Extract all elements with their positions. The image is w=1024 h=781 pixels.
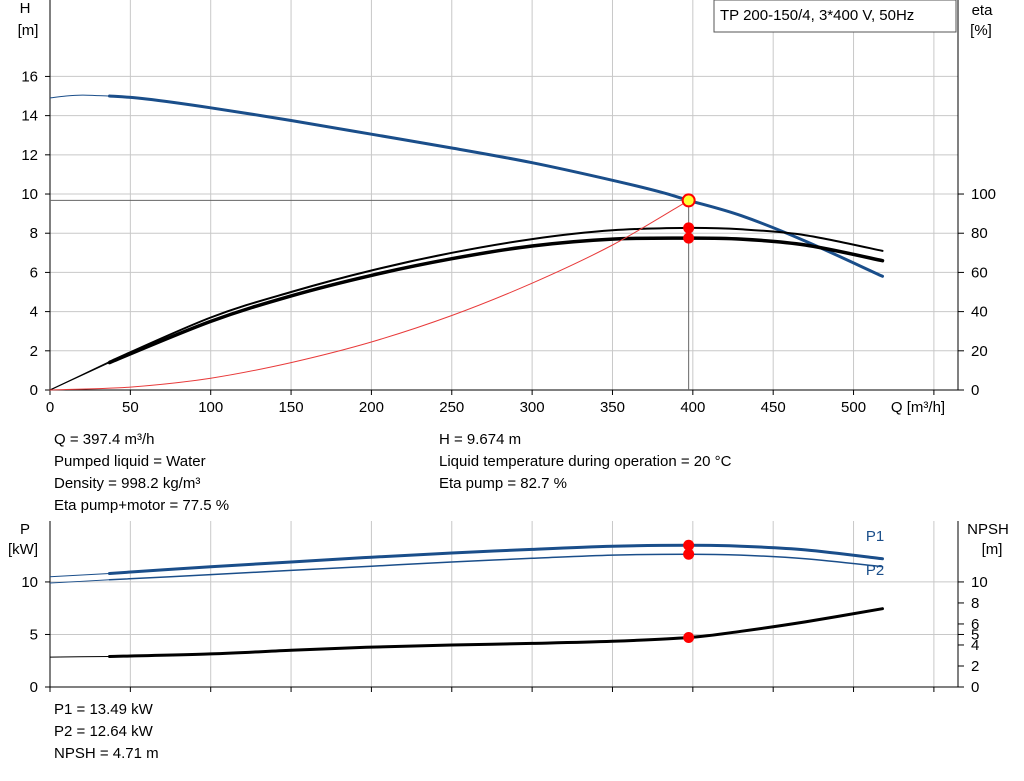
y2-tick-label: 10 xyxy=(971,574,988,591)
curve-h xyxy=(108,94,884,278)
y2-axis-unit-eta: [%] xyxy=(970,22,992,39)
top-axes: 0 2 4 6 8 10 12 14 16 0 20 40 60 80 100 0 50 100 150 200 250… xyxy=(21,0,996,416)
legend-box-text: TP 200-150/4, 3*400 V, 50Hz xyxy=(720,7,914,24)
curve-lead-in-p1 xyxy=(49,573,110,578)
duty-point-eta-pump xyxy=(683,222,695,234)
x-tick-label: 0 xyxy=(46,399,54,416)
y2-tick-label: 6 xyxy=(971,616,979,633)
x-tick-label: 300 xyxy=(520,399,545,416)
y2-tick-label: 5 xyxy=(971,626,979,643)
info-top-right: H = 9.674 m Liquid temperature during op… xyxy=(439,429,731,495)
curve-lead-in-p2 xyxy=(49,579,110,584)
x-tick-label: 350 xyxy=(600,399,625,416)
y-tick-label: 10 xyxy=(21,186,38,203)
y-axis-name-p: P xyxy=(20,521,30,538)
y2-tick-label: 40 xyxy=(971,304,988,321)
info-pumped-liquid: Pumped liquid = Water xyxy=(54,453,206,470)
y-tick-label: 8 xyxy=(30,225,38,242)
y2-axis-name-eta: eta xyxy=(972,2,994,19)
info-p1: P1 = 13.49 kW xyxy=(54,701,153,718)
legend-box xyxy=(713,0,957,33)
y-axis-unit-p: [kW] xyxy=(8,541,38,558)
info-eta-pump: Eta pump = 82.7 % xyxy=(439,475,567,492)
y-axis-name-h: H xyxy=(20,0,31,17)
bottom-series xyxy=(49,543,884,658)
duty-point-p1 xyxy=(683,539,695,551)
x-tick-label: 50 xyxy=(122,399,139,416)
y2-tick-label: 0 xyxy=(971,679,979,696)
x-tick-label: 100 xyxy=(198,399,223,416)
x-tick-label: 200 xyxy=(359,399,384,416)
info-density: Density = 998.2 kg/m³ xyxy=(54,475,201,492)
info-top-left: Q = 397.4 m³/h Pumped liquid = Water Den… xyxy=(54,429,229,517)
y2-tick-label: 2 xyxy=(971,658,979,675)
duty-point-eta-pump-motor xyxy=(683,232,695,244)
curve-p2 xyxy=(108,553,884,581)
curve-eta-pump xyxy=(108,226,884,363)
x-tick-label: 500 xyxy=(841,399,866,416)
info-liquid-temperature: Liquid temperature during operation = 20… xyxy=(439,453,732,470)
y-tick-label: 10 xyxy=(21,574,38,591)
y2-tick-label: 60 xyxy=(971,264,988,281)
curve-lead-in-eta-pump-motor xyxy=(49,362,110,391)
bottom-duty-points xyxy=(683,539,695,644)
y2-tick-label: 8 xyxy=(971,595,979,612)
y2-tick-label: 100 xyxy=(971,186,996,203)
y2-tick-label: 4 xyxy=(971,637,979,654)
x-tick-label: 150 xyxy=(279,399,304,416)
y-tick-label: 12 xyxy=(21,147,38,164)
y-tick-label: 14 xyxy=(21,108,38,125)
top-grid xyxy=(49,0,958,391)
y-tick-label: 2 xyxy=(30,343,38,360)
y2-axis-name-npsh: NPSH xyxy=(967,521,1009,538)
y2-tick-label: 80 xyxy=(971,225,988,242)
y-axis-unit-h: [m] xyxy=(18,22,39,39)
bottom-plot-area xyxy=(50,521,958,687)
curve-npsh xyxy=(108,607,884,658)
duty-point-head xyxy=(681,193,696,208)
curve-eta-pump-motor xyxy=(107,236,885,365)
info-npsh: NPSH = 4.71 m xyxy=(54,745,159,762)
series-label-p1: P1 xyxy=(866,528,884,545)
info-p2: P2 = 12.64 kW xyxy=(54,723,153,740)
x-tick-label: 450 xyxy=(761,399,786,416)
y2-tick-label: 0 xyxy=(971,382,979,399)
info-bottom: P1 = 13.49 kW P2 = 12.64 kW NPSH = 4.71 … xyxy=(54,699,159,765)
y-tick-label: 0 xyxy=(30,382,38,399)
curve-p1 xyxy=(108,543,884,575)
info-eta-pump-motor: Eta pump+motor = 77.5 % xyxy=(54,497,230,514)
y2-tick-label: 20 xyxy=(971,343,988,360)
duty-point-p2 xyxy=(683,548,695,560)
curve-system xyxy=(49,199,690,391)
duty-point-npsh xyxy=(683,632,695,644)
y-tick-label: 0 xyxy=(30,679,38,696)
y-tick-label: 4 xyxy=(30,304,38,321)
y-tick-label: 5 xyxy=(30,626,38,643)
info-flow: Q = 397.4 m³/h xyxy=(54,431,155,448)
x-tick-label: 250 xyxy=(439,399,464,416)
curve-lead-in-h xyxy=(49,94,110,99)
x-axis-label-q: Q [m³/h] xyxy=(891,399,945,416)
top-series xyxy=(49,94,885,391)
top-chart: 0 2 4 6 8 10 12 14 16 0 20 40 60 80 100 0 50 100 150 200 250… xyxy=(18,0,996,416)
top-duty-points xyxy=(50,193,696,390)
x-tick-label: 400 xyxy=(680,399,705,416)
series-label-p2: P2 xyxy=(866,562,884,579)
y-tick-label: 6 xyxy=(30,264,38,281)
info-head: H = 9.674 m xyxy=(439,431,522,448)
curve-lead-in-npsh xyxy=(49,656,110,658)
y-tick-label: 16 xyxy=(21,68,38,85)
y2-axis-unit-npsh: [m] xyxy=(982,541,1003,558)
